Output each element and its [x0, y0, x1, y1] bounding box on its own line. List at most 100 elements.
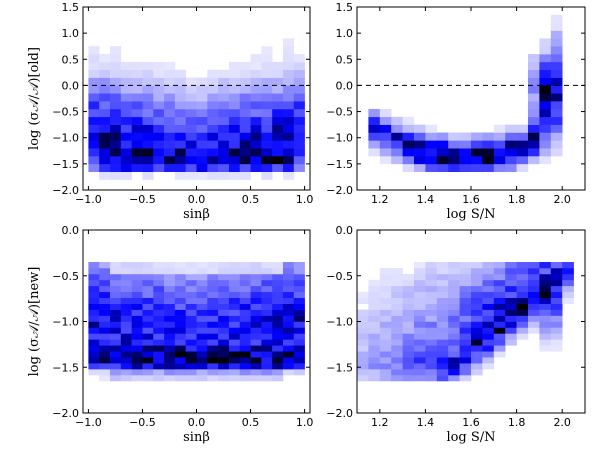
heatmap-cell [99, 327, 111, 334]
heatmap-cell [368, 116, 381, 125]
heatmap-cell [99, 93, 111, 102]
heatmap-cell [120, 339, 132, 346]
heatmap-cell [272, 108, 284, 118]
heatmap-cell [505, 273, 517, 281]
heatmap-cell [174, 101, 186, 110]
y-tick-label: 1.5 [62, 1, 80, 14]
y-tick-label: −1.5 [326, 361, 353, 374]
heatmap-cell [196, 93, 208, 102]
heatmap-cell [153, 273, 165, 281]
heatmap-cell [379, 333, 392, 340]
heatmap-cell [218, 77, 230, 86]
heatmap-cell [142, 140, 154, 149]
heatmap-cell [482, 321, 495, 328]
heatmap-cell [539, 309, 552, 316]
heatmap-cell [164, 369, 176, 376]
heatmap-cell [153, 357, 165, 364]
heatmap-cell [228, 148, 241, 157]
heatmap-cell [402, 363, 415, 370]
heatmap-cell [293, 148, 305, 157]
heatmap-cell [110, 315, 122, 322]
heatmap-cell [448, 291, 460, 299]
heatmap-cell [293, 124, 305, 133]
heatmap-cell [164, 148, 176, 157]
y-tick-label: 1.0 [62, 27, 80, 40]
heatmap-cell [505, 285, 517, 293]
heatmap-cell [131, 140, 143, 149]
heatmap-cell [550, 85, 563, 94]
heatmap-cell [293, 357, 305, 364]
heatmap-cell [482, 291, 495, 299]
heatmap-cell [164, 101, 176, 110]
heatmap-cell [164, 357, 176, 364]
heatmap-cell [293, 61, 305, 71]
heatmap-cell [131, 116, 143, 125]
heatmap-cell [282, 285, 295, 293]
heatmap-cell [425, 291, 438, 299]
heatmap-cell [228, 108, 241, 118]
heatmap-cell [379, 297, 392, 304]
heatmap-cell [379, 357, 392, 364]
heatmap-cell [282, 267, 295, 275]
heatmap-cell [164, 273, 176, 281]
heatmap-cell [110, 54, 122, 63]
x-axis-label: log S/N [446, 207, 495, 222]
heatmap-cell [493, 273, 506, 281]
heatmap-cell [539, 315, 552, 322]
heatmap-cell [218, 327, 230, 334]
heatmap-cell [196, 315, 208, 322]
heatmap-cell [196, 171, 208, 180]
heatmap-cell [539, 262, 552, 269]
heatmap-cell [185, 315, 197, 322]
heatmap-cell [293, 116, 305, 125]
heatmap-cell [218, 101, 230, 110]
heatmap-cell [207, 163, 219, 172]
heatmap-cell [218, 116, 230, 125]
heatmap-cell [110, 375, 122, 382]
heatmap-cell [88, 345, 100, 352]
heatmap-cell [120, 375, 132, 382]
heatmap-cell [228, 333, 241, 340]
heatmap-cell [550, 285, 563, 293]
heatmap-cell [250, 54, 262, 63]
heatmap-cell [218, 339, 230, 346]
heatmap-cell [196, 273, 208, 281]
heatmap-cell [539, 54, 552, 63]
heatmap-cell [282, 279, 295, 287]
heatmap-cell [539, 321, 552, 328]
heatmap-cell [174, 375, 186, 382]
heatmap-cell [207, 351, 219, 358]
heatmap-cell [425, 357, 438, 364]
x-tick-label: 1.6 [462, 193, 480, 206]
heatmap-cell [207, 93, 219, 102]
heatmap-cell [391, 148, 403, 157]
heatmap-cell [448, 267, 460, 275]
heatmap-cell [493, 345, 506, 352]
heatmap-cell [550, 61, 563, 71]
heatmap-cell [448, 279, 460, 287]
heatmap-cell [250, 93, 262, 102]
x-tick-label: 1.0 [296, 193, 314, 206]
heatmap-cell [228, 369, 241, 376]
heatmap-cell [402, 369, 415, 376]
heatmap-cell [402, 273, 415, 281]
x-tick-label: −0.5 [129, 193, 156, 206]
heatmap-cell [88, 85, 100, 94]
heatmap-cell [228, 357, 241, 364]
heatmap-cell [239, 363, 251, 370]
heatmap-cell [250, 327, 262, 334]
heatmap-cell [539, 327, 552, 334]
heatmap-cell [550, 93, 563, 102]
heatmap-cell [414, 309, 426, 316]
heatmap-cell [379, 303, 392, 310]
heatmap-cell [120, 171, 132, 180]
heatmap-cell [207, 77, 219, 86]
heatmap-cell [250, 132, 262, 141]
heatmap-cell [425, 124, 438, 133]
heatmap-cell [414, 132, 426, 141]
heatmap-cell [391, 345, 403, 352]
heatmap-cell [196, 140, 208, 149]
heatmap-cell [471, 315, 483, 322]
heatmap-cell [185, 297, 197, 304]
heatmap-cell [471, 321, 483, 328]
